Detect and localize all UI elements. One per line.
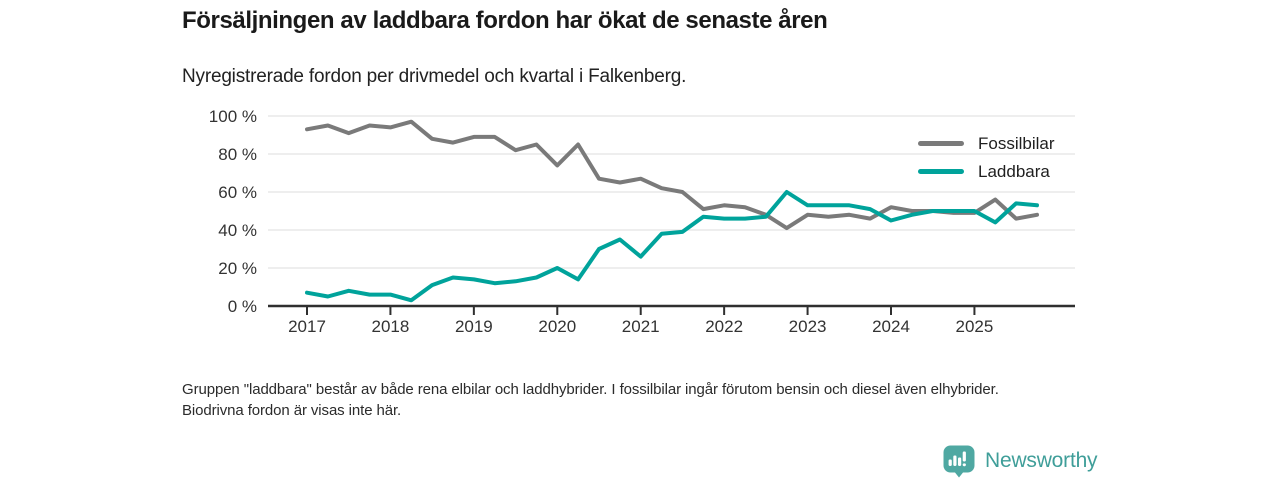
legend-item-laddbara: Laddbara (918, 158, 1055, 185)
fossilbilar-line (305, 119, 1039, 231)
y-tick-label: 40 % (218, 221, 257, 240)
newsworthy-logo-text: Newsworthy (985, 449, 1098, 472)
x-tick-label: 2019 (455, 317, 493, 336)
y-tick-label: 80 % (218, 145, 257, 164)
x-tick-label: 2023 (789, 317, 827, 336)
chart-subtitle: Nyregistrerade fordon per drivmedel och … (182, 66, 687, 87)
legend-item-fossilbilar: Fossilbilar (918, 130, 1055, 157)
x-tick-label: 2024 (872, 317, 910, 336)
fossilbilar-line-swatch (918, 141, 964, 146)
legend-label: Fossilbilar (978, 133, 1055, 153)
y-tick-label: 20 % (218, 259, 257, 278)
legend-label: Laddbara (978, 161, 1050, 181)
y-tick-label: 60 % (218, 183, 257, 202)
chart-title: Försäljningen av laddbara fordon har öka… (182, 7, 828, 34)
chart-footnote: Gruppen "laddbara" består av både rena e… (182, 381, 999, 419)
x-tick-label: 2022 (705, 317, 743, 336)
y-tick-label: 100 % (209, 107, 257, 126)
x-tick-label: 2018 (372, 317, 410, 336)
laddbara-line-swatch (918, 169, 964, 174)
chart-legend: Fossilbilar Laddbara (918, 130, 1055, 185)
newsworthy-logo[interactable]: Newsworthy (942, 444, 1098, 478)
laddbara-line (305, 190, 1039, 303)
newsworthy-logo-icon (943, 445, 975, 478)
x-tick-label: 2020 (538, 317, 576, 336)
y-tick-label: 0 % (228, 297, 257, 316)
x-tick-label: 2025 (956, 317, 994, 336)
x-tick-label: 2021 (622, 317, 660, 336)
x-tick-label: 2017 (288, 317, 326, 336)
